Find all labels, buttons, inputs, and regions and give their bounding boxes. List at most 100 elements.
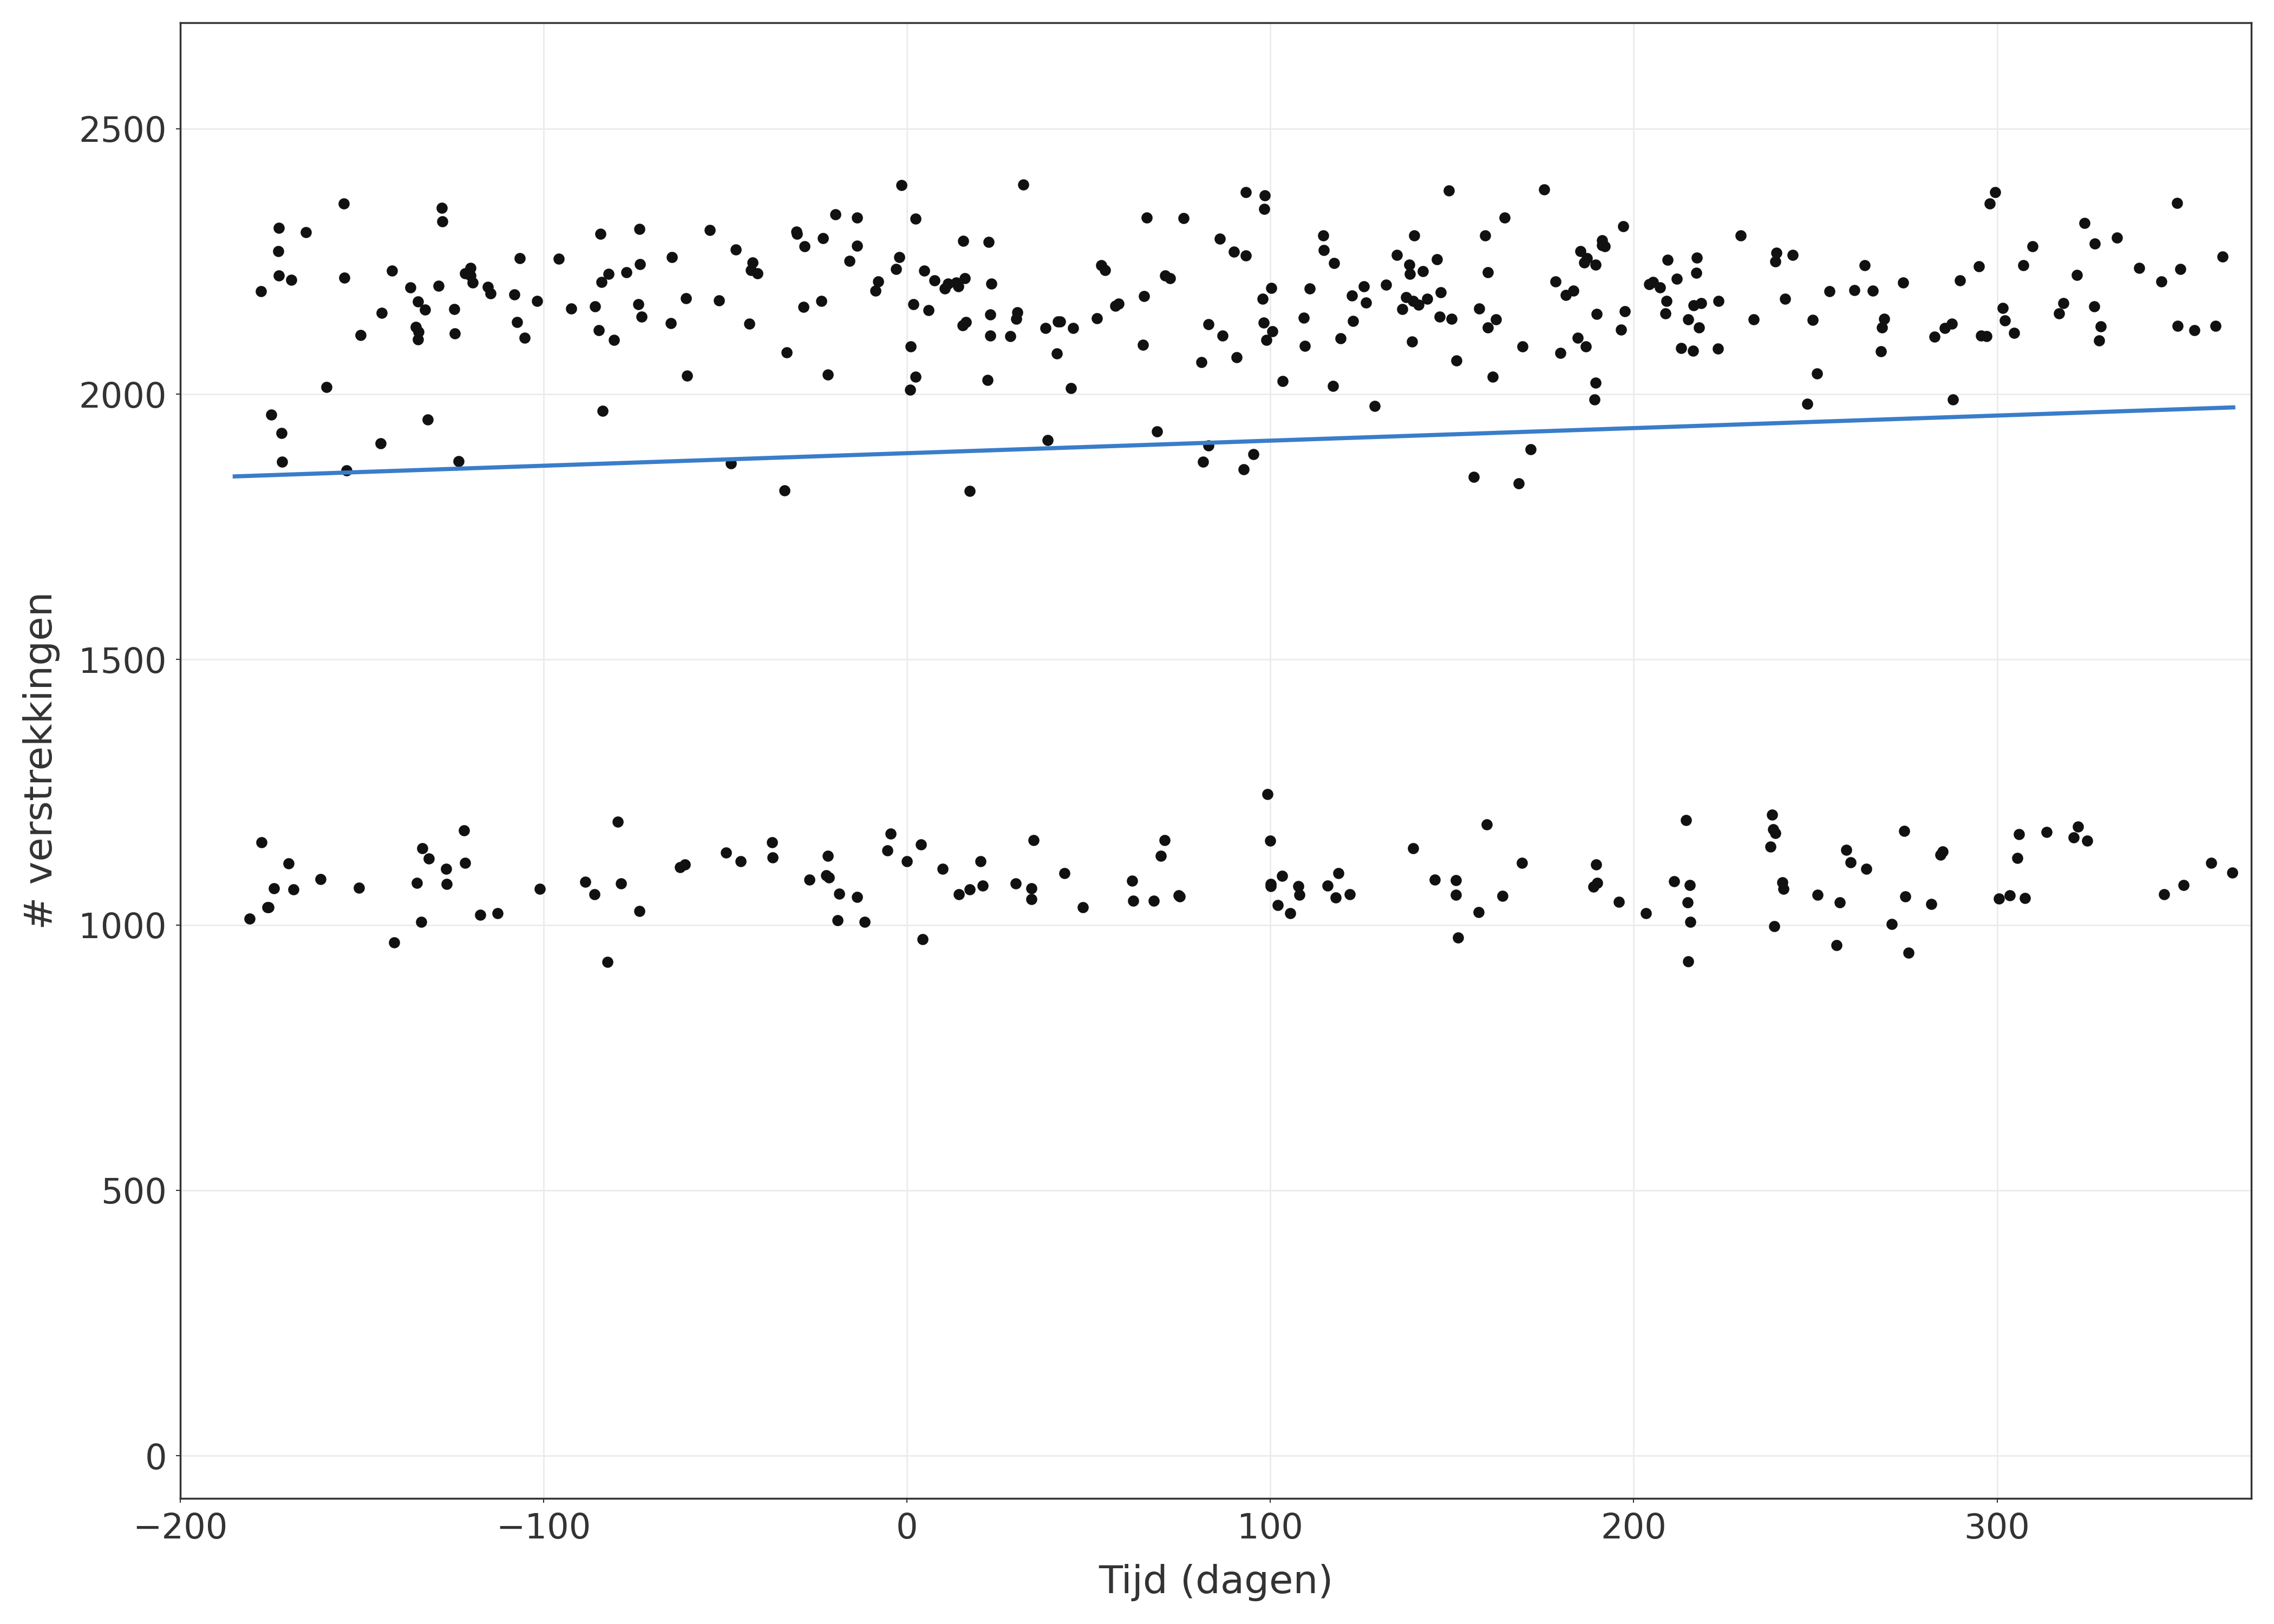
Point (1394, 835, 1430, 861)
Point (755, 830, 791, 856)
Point (910, 297, 946, 323)
Point (1219, 344, 1255, 370)
Point (1810, 278, 1846, 304)
Point (1578, 300, 1615, 326)
Point (1799, 882, 1835, 908)
Point (1567, 250, 1603, 276)
Point (2067, 209, 2103, 235)
Point (1646, 300, 1683, 326)
Point (1467, 222, 1503, 248)
Point (1997, 320, 2033, 346)
Point (437, 296, 473, 322)
Point (582, 221, 619, 247)
Point (1460, 900, 1496, 926)
Point (480, 900, 516, 926)
Point (785, 294, 821, 320)
Point (905, 926, 941, 952)
Point (1578, 870, 1615, 896)
Point (1264, 369, 1301, 395)
Point (1630, 271, 1667, 297)
Point (1433, 305, 1469, 331)
Point (1867, 305, 1903, 331)
Point (1151, 265, 1187, 291)
Point (1064, 895, 1101, 921)
Point (1405, 258, 1442, 284)
Point (1437, 882, 1474, 908)
Point (1455, 464, 1492, 490)
Point (778, 219, 814, 245)
Point (946, 227, 982, 253)
Point (1430, 177, 1467, 203)
Point (1253, 828, 1289, 854)
Point (810, 864, 846, 890)
Point (1144, 843, 1180, 869)
Point (1437, 867, 1474, 893)
Point (878, 257, 914, 283)
Point (455, 270, 491, 296)
Point (839, 883, 875, 909)
Point (250, 895, 287, 921)
Point (1244, 286, 1280, 312)
Point (325, 265, 362, 291)
Point (259, 239, 296, 265)
Point (243, 830, 280, 856)
Point (1205, 323, 1242, 349)
Point (1576, 874, 1612, 900)
Point (1885, 818, 1922, 844)
Point (412, 846, 448, 872)
Point (1333, 882, 1369, 908)
Point (1649, 287, 1685, 313)
Point (1226, 456, 1262, 482)
Point (2176, 317, 2213, 343)
Point (1246, 197, 1283, 222)
Point (264, 421, 300, 447)
Point (1139, 419, 1176, 445)
Point (1512, 437, 1549, 463)
Point (653, 310, 689, 336)
Point (998, 299, 1035, 325)
Point (273, 266, 309, 292)
Point (1228, 242, 1264, 268)
Point (1799, 361, 1835, 387)
Point (309, 374, 346, 400)
Point (1583, 232, 1619, 258)
Point (1567, 333, 1603, 359)
Point (1378, 242, 1414, 268)
Point (666, 851, 703, 877)
Point (603, 870, 639, 896)
Point (1189, 432, 1226, 458)
Point (1676, 292, 1712, 318)
Point (473, 281, 509, 307)
Point (1987, 307, 2024, 333)
Point (1790, 391, 1826, 417)
Point (1417, 867, 1453, 893)
Point (407, 297, 443, 323)
Point (446, 817, 482, 843)
Point (1248, 326, 1285, 352)
Point (903, 831, 939, 857)
Point (1126, 331, 1162, 357)
Point (819, 908, 855, 934)
Point (373, 258, 409, 284)
Point (962, 848, 998, 874)
Point (584, 270, 621, 296)
Point (941, 273, 978, 299)
Point (521, 875, 557, 901)
Point (691, 218, 728, 244)
Point (453, 263, 489, 289)
Point (1846, 252, 1883, 278)
Point (1114, 867, 1151, 893)
Point (400, 318, 437, 344)
Point (1087, 257, 1123, 283)
Point (400, 326, 437, 352)
Point (1926, 315, 1962, 341)
Point (1078, 305, 1114, 331)
Point (1578, 370, 1615, 396)
Point (1856, 278, 1892, 304)
Point (262, 214, 298, 240)
Point (766, 477, 803, 503)
Point (1962, 323, 1999, 349)
Point (2006, 252, 2042, 278)
Point (998, 305, 1035, 331)
Point (1253, 274, 1289, 300)
